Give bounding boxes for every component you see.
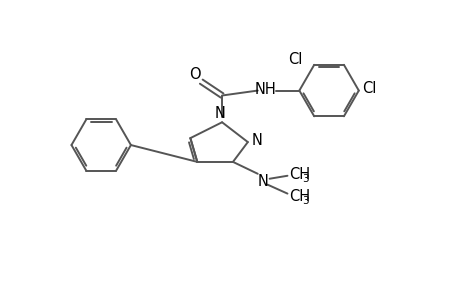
- Text: CH: CH: [289, 189, 310, 204]
- Text: NH: NH: [254, 82, 276, 97]
- Text: 3: 3: [302, 174, 308, 184]
- Text: CH: CH: [289, 167, 310, 182]
- Text: O: O: [189, 67, 201, 82]
- Text: N: N: [251, 133, 262, 148]
- Text: 3: 3: [302, 196, 308, 206]
- Text: N: N: [257, 174, 268, 189]
- Text: Cl: Cl: [361, 81, 375, 96]
- Text: N: N: [214, 106, 225, 121]
- Text: Cl: Cl: [287, 52, 302, 68]
